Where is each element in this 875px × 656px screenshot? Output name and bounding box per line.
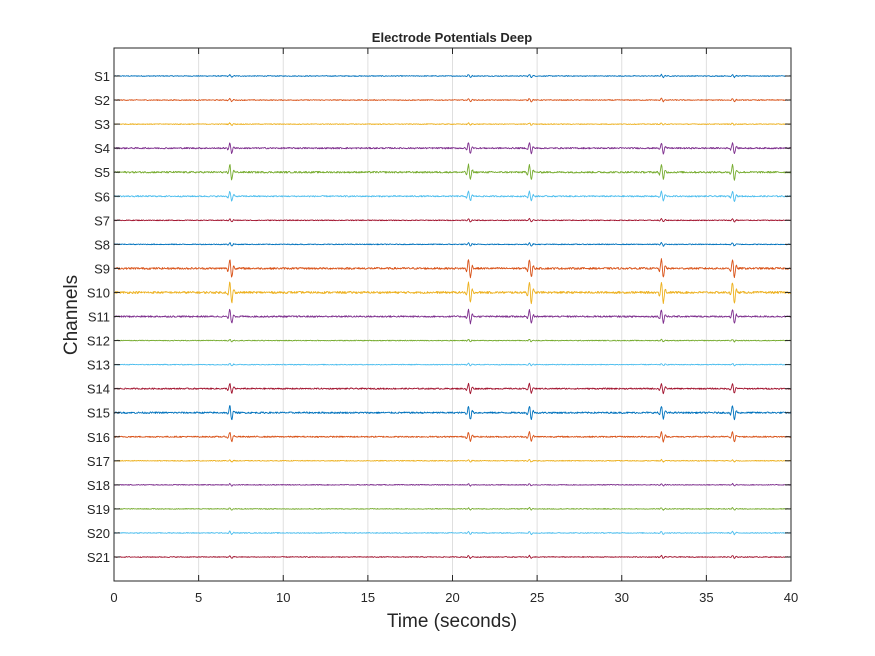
x-tick-label: 15 [361,590,375,605]
trace-s18 [113,482,792,487]
y-tick-label-s10: S10 [87,285,110,300]
trace-s13 [113,362,792,367]
channel-traces [113,73,792,559]
trace-s15 [113,405,792,421]
y-tick-label-s6: S6 [94,189,110,204]
y-tick-label-s1: S1 [94,69,110,84]
trace-s1 [113,73,791,79]
y-tick-label-s9: S9 [94,261,110,276]
y-tick-label-s5: S5 [94,165,110,180]
x-tick-label: 5 [195,590,202,605]
y-tick-label-s11: S11 [88,310,110,325]
trace-s17 [113,458,791,463]
trace-s14 [113,382,792,395]
y-tick-label-s21: S21 [87,550,110,565]
chart-title: Electrode Potentials Deep [372,30,532,45]
x-tick-label: 25 [530,590,544,605]
y-tick-label-s18: S18 [87,478,110,493]
trace-s2 [113,97,792,103]
x-tick-label: 30 [615,590,629,605]
y-tick-label-s13: S13 [87,358,110,373]
y-tick-label-s2: S2 [94,93,110,108]
trace-s16 [113,431,792,443]
trace-s20 [113,530,792,536]
y-tick-label-s17: S17 [87,454,110,469]
x-tick-label: 20 [445,590,459,605]
x-tick-label: 35 [699,590,713,605]
trace-s3 [114,122,792,126]
y-tick-label-s7: S7 [94,213,110,228]
trace-s12 [113,338,792,343]
x-tick-label: 0 [110,590,117,605]
axis-ticks [113,48,792,581]
y-tick-label-s12: S12 [87,334,110,349]
y-tick-label-s15: S15 [87,406,110,421]
trace-s5 [113,163,792,181]
y-axis-label: Channels [61,275,82,355]
x-tick-label: 10 [276,590,290,605]
y-tick-label-s19: S19 [87,502,110,517]
x-tick-labels: 0 5 10 15 20 25 30 35 40 [110,590,798,605]
trace-s19 [113,506,792,511]
y-tick-label-s4: S4 [94,141,110,156]
trace-s8 [113,241,792,247]
y-tick-labels: S1 S2 S3 S4 S5 S6 S7 S8 S9 S10 S11 S12 S13 S14 S15 S16 S… [87,69,110,565]
y-tick-label-s16: S16 [87,430,110,445]
y-tick-label-s8: S8 [94,237,110,252]
y-tick-label-s14: S14 [87,382,110,397]
trace-s9 [113,258,792,279]
y-tick-label-s20: S20 [87,526,110,541]
x-axis-label: Time (seconds) [387,611,517,632]
trace-s10 [113,281,792,305]
x-tick-label: 40 [784,590,798,605]
trace-s4 [113,142,792,155]
trace-s11 [113,308,792,325]
trace-s21 [113,554,792,559]
trace-s6 [113,190,792,202]
grid-lines [198,48,707,581]
trace-s7 [113,217,792,223]
y-tick-label-s3: S3 [94,117,110,132]
